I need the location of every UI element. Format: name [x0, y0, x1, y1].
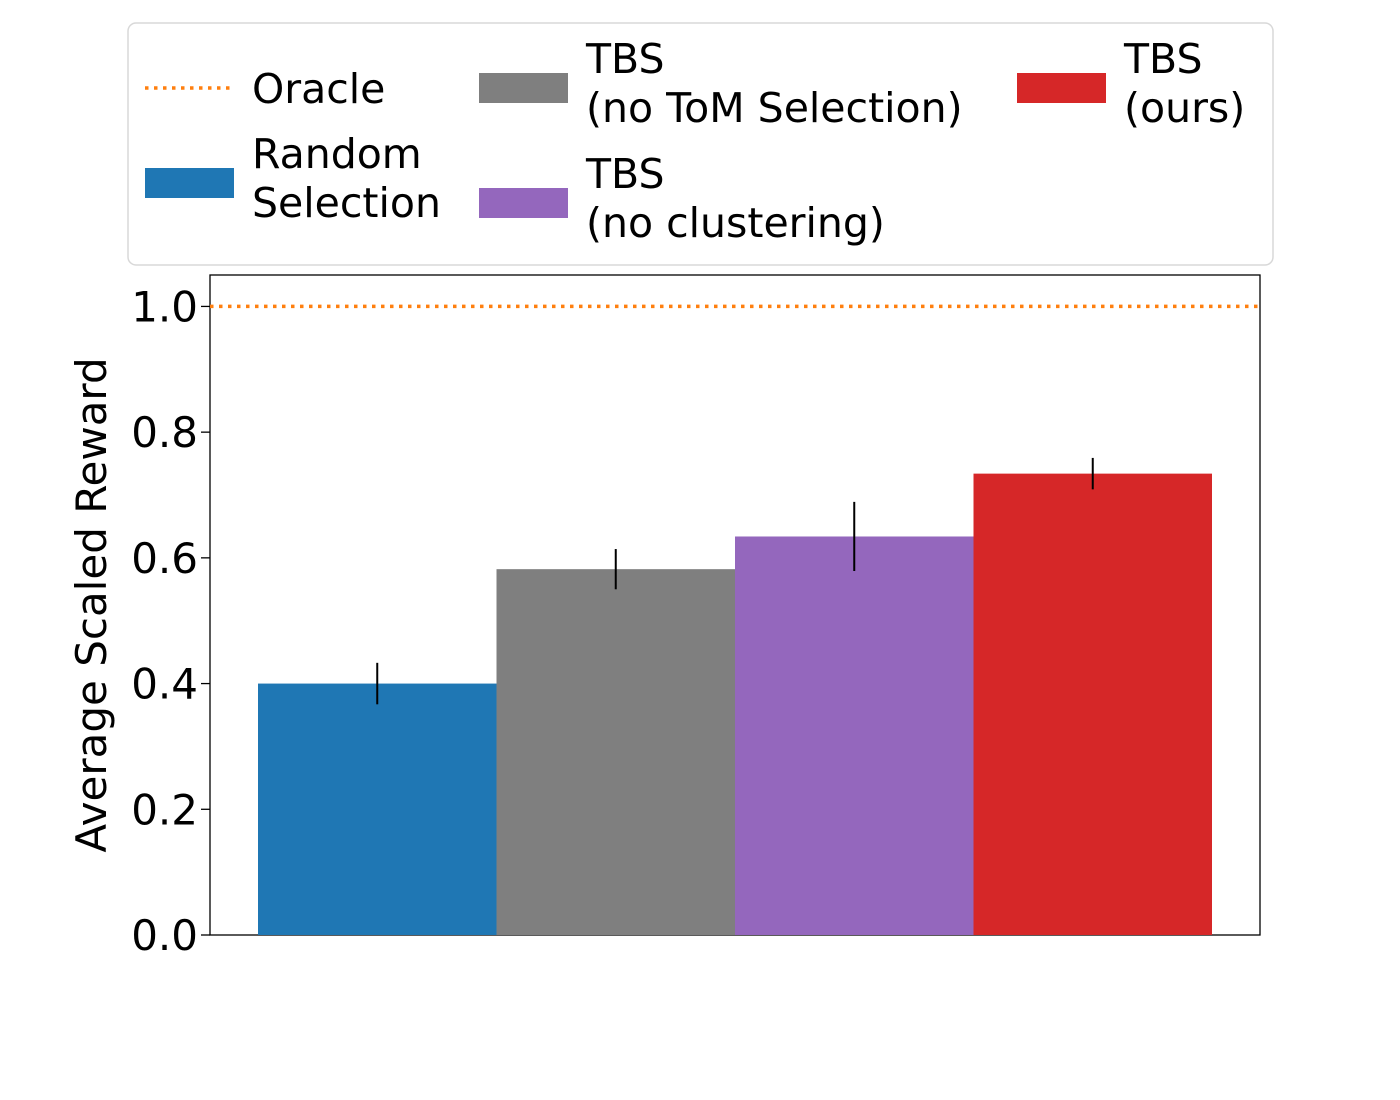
bar [496, 569, 735, 935]
legend-label: Random Selection [252, 130, 441, 227]
y-tick-label: 0.4 [131, 660, 198, 709]
legend-box [127, 22, 1274, 266]
y-tick-label: 0.8 [131, 408, 198, 457]
y-tick-label: 1.0 [131, 282, 198, 331]
plot-area: 0.0 0.2 0.4 0.6 0.8 1.0 [131, 274, 1261, 960]
y-tick-label: 0.2 [131, 785, 198, 834]
legend-label: TBS (no clustering) [585, 150, 885, 247]
legend-swatch [1017, 73, 1106, 103]
y-axis-label: Average Scaled Reward [67, 357, 116, 852]
y-tick-label: 0.6 [131, 534, 198, 583]
y-tick-label: 0.0 [131, 911, 198, 960]
legend-label: Oracle [252, 65, 385, 113]
legend-label: TBS (ours) [1123, 35, 1245, 132]
legend-swatch [479, 73, 568, 103]
bar [973, 473, 1212, 935]
legend-label: TBS (no ToM Selection) [585, 35, 963, 132]
legend-swatch [479, 188, 568, 218]
bar [258, 683, 497, 935]
bar [735, 536, 974, 935]
legend: Oracle Random Selection TBS (no ToM Selectio… [127, 22, 1274, 266]
legend-swatch [145, 168, 234, 198]
